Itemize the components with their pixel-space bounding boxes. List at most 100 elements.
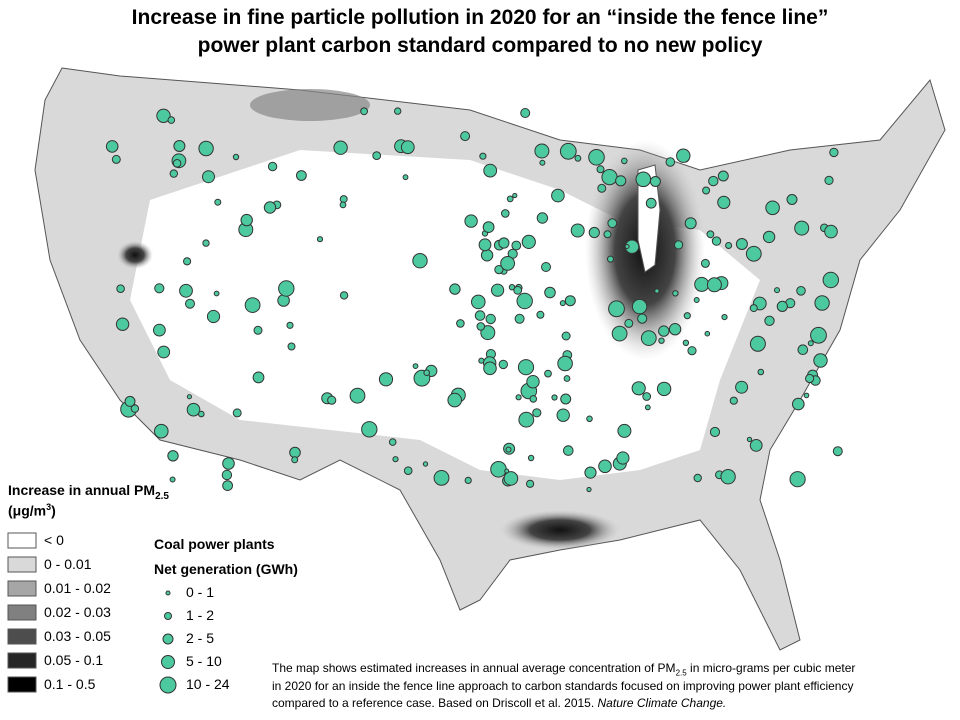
power-plant: [584, 466, 597, 479]
power-plant: [706, 277, 722, 293]
power-plant: [617, 423, 632, 438]
power-plant: [464, 214, 478, 228]
power-plant: [654, 288, 660, 294]
power-plant: [621, 157, 628, 165]
power-plant: [735, 238, 748, 250]
high-pollution-area: [117, 241, 153, 269]
power-plant: [392, 456, 399, 463]
power-plant: [607, 255, 614, 263]
power-plant: [776, 300, 788, 312]
power-plant: [505, 446, 512, 453]
power-plant: [527, 454, 535, 462]
power-plant: [704, 330, 711, 337]
legend-swatch: [7, 604, 37, 621]
power-plant: [286, 321, 294, 329]
power-plant: [665, 157, 676, 167]
power-plant: [574, 154, 582, 162]
power-plant: [749, 335, 766, 352]
power-plant: [169, 169, 179, 178]
power-plant: [805, 373, 815, 384]
legend-swatch: [7, 628, 37, 645]
power-plant: [520, 108, 531, 118]
power-plant: [694, 276, 710, 292]
text: in micro-grams per cubic meter: [686, 661, 856, 675]
text: Increase in annual PM: [8, 482, 156, 498]
legend-swatch: [7, 556, 37, 573]
power-plant: [603, 230, 612, 239]
power-plant: [807, 340, 814, 347]
power-plant: [557, 355, 573, 372]
power-plant: [388, 438, 397, 446]
power-plant: [534, 143, 550, 159]
power-plant: [471, 294, 486, 310]
power-plant: [433, 470, 450, 486]
title-line: power plant carbon standard compared to …: [197, 34, 763, 57]
power-plant: [658, 337, 665, 344]
superscript: 3: [46, 502, 52, 512]
power-plant: [153, 323, 166, 337]
power-plant: [561, 331, 571, 341]
power-plant: [154, 283, 165, 294]
power-plant: [559, 142, 577, 160]
plant-legend-subtitle: Net generation (GWh): [154, 561, 298, 577]
power-plant: [456, 319, 465, 328]
power-plant: [749, 304, 758, 313]
legend-swatch: [7, 532, 37, 549]
power-plant: [360, 107, 369, 116]
power-plant: [479, 152, 487, 160]
power-plant: [796, 286, 806, 296]
power-plant: [169, 476, 176, 483]
power-plant: [564, 295, 576, 307]
power-plant: [186, 402, 201, 417]
power-plant: [511, 240, 522, 251]
power-plant: [611, 325, 628, 342]
power-plant: [480, 325, 496, 341]
power-plant: [400, 140, 415, 155]
power-plant: [711, 236, 722, 246]
plant-legend-symbols: [159, 590, 177, 694]
power-plant: [232, 408, 242, 418]
power-plant: [206, 309, 221, 324]
legend-label: 0.01 - 0.02: [44, 580, 111, 596]
citation: Nature Climate Change.: [597, 696, 727, 710]
power-plant: [721, 314, 728, 321]
power-plant: [700, 258, 710, 268]
power-plant: [829, 147, 839, 158]
power-plant: [501, 209, 510, 218]
power-plants: [105, 107, 843, 493]
power-plant: [412, 253, 428, 269]
power-plant: [563, 375, 571, 382]
legend-label: 0.1 - 0.5: [44, 676, 96, 692]
power-plant: [774, 287, 780, 294]
power-plant: [536, 310, 545, 319]
power-plant: [709, 426, 721, 438]
power-plant: [560, 393, 572, 405]
power-plant: [222, 480, 234, 492]
lake-michigan: [637, 164, 661, 273]
power-plant: [672, 290, 679, 297]
power-plant: [423, 369, 431, 377]
power-plant: [658, 325, 670, 337]
pm-legend-swatches: [7, 532, 37, 693]
legend-label: 0 - 0.01: [44, 556, 92, 572]
power-plant: [631, 381, 646, 396]
text: (μg/m: [8, 502, 47, 519]
note-line: in 2020 for an inside the fence line app…: [272, 679, 854, 693]
power-plant: [116, 284, 125, 294]
power-plant: [762, 230, 776, 244]
power-plant: [649, 176, 661, 187]
power-plant: [157, 345, 171, 359]
power-plant: [541, 262, 551, 272]
power-plant: [349, 387, 366, 404]
power-plant: [221, 469, 233, 481]
power-plant: [517, 359, 535, 376]
power-plant: [765, 200, 780, 216]
power-plant: [179, 283, 193, 298]
power-plant: [214, 198, 222, 206]
power-plant: [504, 468, 510, 474]
power-plant: [822, 271, 839, 289]
text: compared to a reference case. Based on D…: [272, 696, 598, 710]
power-plant: [645, 197, 657, 209]
